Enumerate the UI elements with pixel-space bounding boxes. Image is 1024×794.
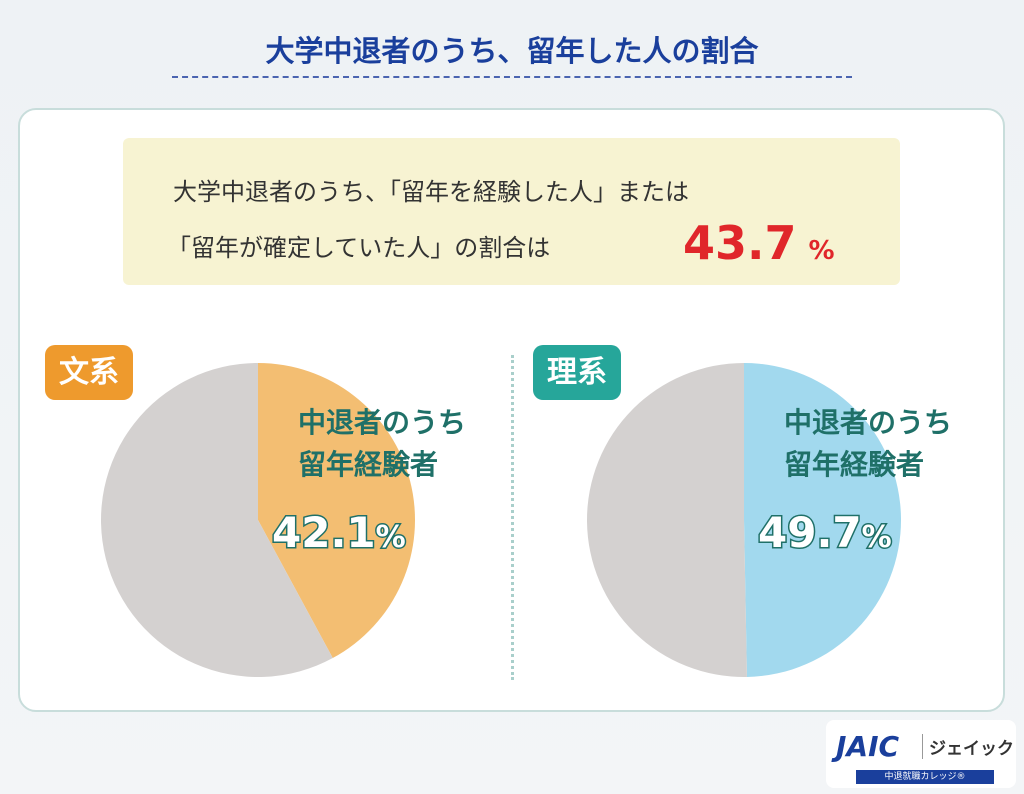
value-text: 42.1	[271, 507, 378, 559]
logo-kana: ジェイック	[922, 734, 1014, 759]
title-underline	[172, 76, 852, 78]
pie-label-science: 中退者のうち 留年経験者	[784, 402, 952, 486]
pie-chart-humanities	[100, 363, 415, 677]
badge-humanities: 文系	[45, 345, 133, 400]
pie-chart-science	[586, 363, 901, 677]
page-title: 大学中退者のうち、留年した人の割合	[265, 34, 759, 68]
label-line1: 中退者のうち	[298, 406, 467, 439]
summary-line2: 「留年が確定していた人」の割合は	[167, 234, 551, 262]
value-unit: %	[860, 519, 893, 557]
value-unit: %	[374, 519, 407, 557]
pie-slice-other	[586, 363, 747, 677]
pie-slice-repeat	[744, 363, 901, 677]
pie-value-humanities: 42.1%	[271, 507, 408, 559]
pie-slice-repeat	[258, 363, 415, 659]
label-line2: 留年経験者	[298, 448, 439, 481]
pie-slice-other	[100, 363, 333, 677]
logo-brand: JAIC	[836, 730, 900, 763]
summary-unit: %	[808, 236, 835, 266]
label-line1: 中退者のうち	[784, 406, 953, 439]
summary-box: 大学中退者のうち、「留年を経験した人」または 「留年が確定していた人」の割合は …	[123, 138, 900, 285]
logo-tagline: 中退就職カレッジ®	[856, 770, 994, 784]
pie-label-humanities: 中退者のうち 留年経験者	[298, 402, 466, 486]
value-text: 49.7	[757, 507, 864, 559]
label-line2: 留年経験者	[784, 448, 925, 481]
jaic-logo: JAIC ジェイック 中退就職カレッジ®	[826, 720, 1016, 788]
summary-value-group: 43.7%	[683, 216, 835, 270]
summary-line1: 大学中退者のうち、「留年を経験した人」または	[173, 178, 689, 206]
summary-value: 43.7	[683, 216, 797, 270]
pie-value-science: 49.7%	[757, 507, 894, 559]
badge-science: 理系	[533, 345, 621, 400]
divider	[511, 355, 514, 680]
